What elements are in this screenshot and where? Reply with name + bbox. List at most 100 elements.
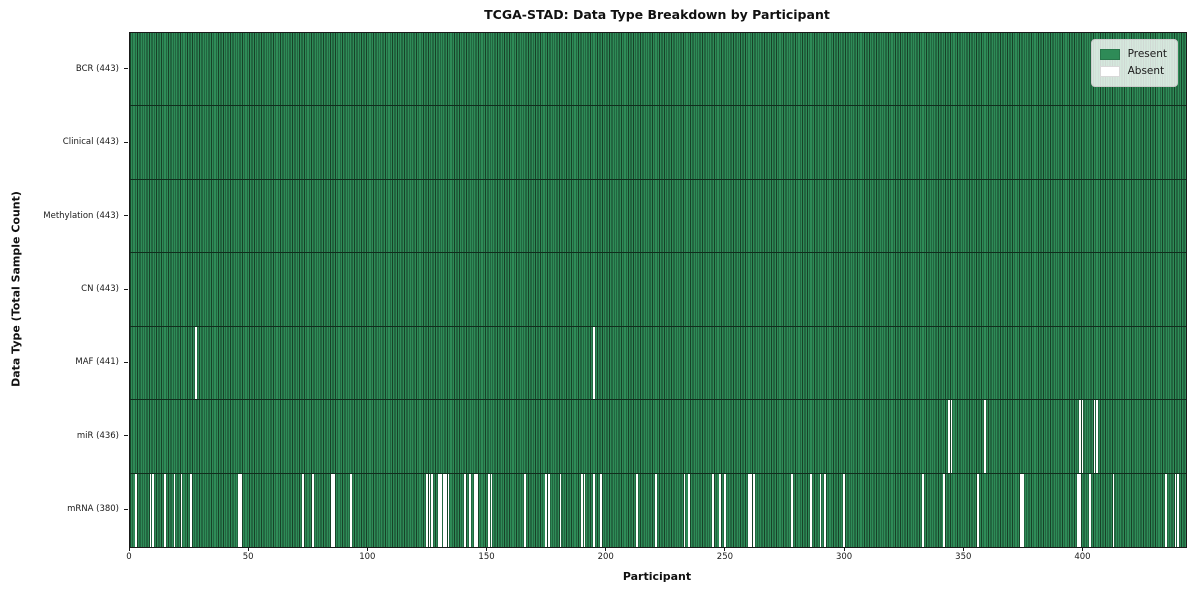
absent-cell [983,400,986,473]
absent-cell [1112,473,1115,547]
absent-cell [302,473,304,547]
y-axis: BCR (443) Clinical (443) Methylation (443)… [0,32,129,546]
x-tick-label: 300 [835,552,853,562]
y-tick-mark [124,68,128,70]
absent-cell [683,473,686,547]
absent-cell [1079,400,1082,473]
absent-cell [1096,400,1098,473]
absent-cell [824,473,827,547]
y-tick-label: CN (443) [81,284,119,294]
absent-cell [163,473,166,547]
absent-cell [948,400,950,473]
absent-cell [1079,473,1082,547]
absent-cell [469,473,471,547]
absent-cell [712,473,714,547]
absent-cell [559,473,562,547]
y-tick-label: BCR (443) [75,63,119,74]
y-tick-mark [124,508,128,510]
absent-cell [976,473,979,547]
x-tick-label: 100 [359,552,376,562]
legend-swatch-present-icon [1099,49,1120,60]
absent-cell [943,473,946,547]
x-tick-label: 400 [1074,552,1091,562]
absent-cell [1165,473,1167,547]
x-tick-label: 350 [955,552,972,562]
y-tick-mark [124,435,128,437]
y-tick-mark [124,141,128,143]
y-tick-label: Methylation (443) [43,210,119,221]
absent-cell [583,473,586,547]
heatmap-row-mRNA [130,473,1186,547]
absent-cell [1076,473,1079,547]
absent-cell [349,473,352,547]
absent-cell [447,473,450,547]
absent-cell [655,473,657,547]
absent-cell [1019,473,1022,547]
x-tick-mark [366,547,368,551]
heatmap-row-MAF [130,326,1186,401]
absent-cell [593,473,595,547]
absent-cell [149,473,152,547]
absent-cell [1022,473,1024,547]
absent-cell [428,473,431,547]
absent-cell [750,473,753,547]
absent-cell [581,473,583,547]
absent-cell [464,473,467,547]
absent-cell [152,473,154,547]
x-tick-mark [605,547,607,551]
absent-cell [950,400,953,473]
absent-cell [719,473,722,547]
heatmap-row-BCR [130,33,1186,107]
absent-cell [635,473,638,547]
absent-cell [430,473,433,547]
y-tick-label: miR (436) [76,430,119,441]
absent-cell [922,473,924,547]
x-tick-label: 0 [126,552,132,562]
absent-cell [523,473,526,547]
absent-cell [438,473,440,547]
absent-cell [688,473,691,547]
x-tick-label: 150 [478,552,495,562]
x-tick-mark [486,547,488,551]
absent-cell [440,473,443,547]
absent-cell [545,473,548,547]
absent-cell [180,473,183,547]
absent-cell [426,473,428,547]
absent-cell [311,473,314,547]
y-tick-label: MAF (441) [75,357,119,368]
legend-label-present: Present [1127,48,1167,60]
absent-cell [194,326,197,400]
x-tick-label: 200 [597,552,614,562]
absent-cell [445,473,448,547]
absent-cell [843,473,846,547]
heatmap-row-Methylation [130,179,1186,254]
y-tick-mark [124,288,128,290]
absent-cell [190,473,192,547]
absent-cell [547,473,550,547]
heatmap-row-CN [130,253,1186,327]
x-tick-mark [962,547,964,551]
absent-cell [724,473,726,547]
legend-entry-present: Present [1099,46,1167,63]
y-tick-label: Clinical (443) [62,137,119,148]
x-tick-label: 50 [242,552,254,562]
legend-entry-absent: Absent [1099,63,1167,80]
x-tick-label: 250 [716,552,734,562]
x-axis-title: Participant [622,570,692,583]
y-tick-mark [124,361,128,363]
x-tick-mark [724,547,726,551]
absent-cell [1177,473,1179,547]
legend-label-absent: Absent [1127,65,1165,77]
absent-cell [330,473,333,547]
absent-cell [819,473,822,547]
absent-cell [600,473,602,547]
x-tick-mark [843,547,845,551]
absent-cell [809,473,812,547]
absent-cell [747,473,750,547]
x-tick-mark [1081,547,1083,551]
absent-cell [490,473,493,547]
heatmap-row-Clinical [130,106,1186,180]
absent-cell [135,473,138,547]
absent-cell [442,473,445,547]
